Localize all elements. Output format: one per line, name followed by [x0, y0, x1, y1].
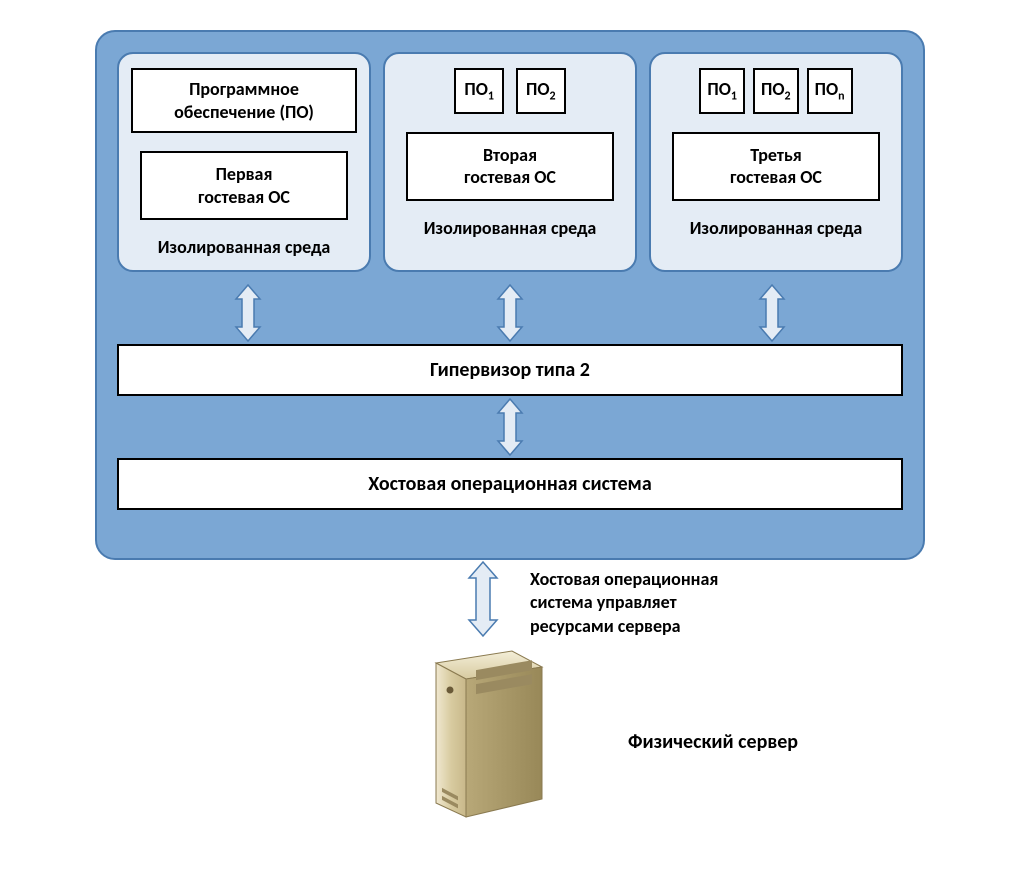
guest-os-line2: гостевая ОС [198, 186, 290, 208]
guest-os-line1: Третья [750, 144, 802, 166]
hypervisor-bar: Гипервизор типа 2 [117, 344, 903, 396]
hypervisor-to-host-arrow [117, 396, 903, 458]
host-caption-line3: ресурсами сервера [530, 615, 681, 637]
software-row-3: ПО1 ПО2 ПОn [663, 68, 889, 114]
software-box-full: Программное обеспечение (ПО) [131, 68, 357, 133]
guest-os-line2: гостевая ОС [730, 166, 822, 188]
host-to-server-arrow [463, 560, 503, 638]
bi-arrow-icon [756, 283, 788, 343]
sw-label-line1: Программное [189, 78, 299, 100]
env-label-3: Изолированная среда [690, 213, 863, 241]
host-os-bar: Хостовая операционная система [117, 458, 903, 510]
guest-os-line1: Вторая [483, 144, 537, 166]
host-caption-line2: система управляет [530, 591, 677, 613]
host-caption: Хостовая операционная система управляет … [530, 568, 770, 638]
environment-2: ПО1 ПО2 Вторая гостевая ОС Изолированная… [383, 52, 637, 272]
virtualization-container: Программное обеспечение (ПО) Первая гост… [95, 30, 925, 560]
environments-row: Программное обеспечение (ПО) Первая гост… [117, 52, 903, 272]
sw-label-line2: обеспечение (ПО) [174, 101, 314, 123]
guest-os-1: Первая гостевая ОС [140, 151, 348, 220]
software-box-po1: ПО1 [699, 68, 745, 114]
env-label-2: Изолированная среда [424, 213, 597, 241]
guest-os-3: Третья гостевая ОС [672, 132, 880, 201]
software-box-po2: ПО2 [516, 68, 566, 114]
software-box-po1: ПО1 [454, 68, 504, 114]
software-box-po2: ПО2 [753, 68, 799, 114]
env-to-hypervisor-arrows [117, 282, 903, 344]
env-label-1: Изолированная среда [158, 232, 331, 260]
environment-1: Программное обеспечение (ПО) Первая гост… [117, 52, 371, 272]
server-icon [414, 645, 554, 825]
bi-arrow-icon [494, 397, 526, 457]
software-row-1: Программное обеспечение (ПО) [131, 68, 357, 133]
guest-os-line2: гостевая ОС [464, 166, 556, 188]
host-caption-line1: Хостовая операционная [530, 568, 718, 590]
guest-os-line1: Первая [216, 163, 273, 185]
bi-arrow-icon [494, 283, 526, 343]
software-row-2: ПО1 ПО2 [397, 68, 623, 114]
bi-arrow-icon [232, 283, 264, 343]
software-box-pon: ПОn [807, 68, 853, 114]
environment-3: ПО1 ПО2 ПОn Третья гостевая ОС Изолирова… [649, 52, 903, 272]
guest-os-2: Вторая гостевая ОС [406, 132, 614, 201]
server-label: Физический сервер [628, 730, 798, 754]
